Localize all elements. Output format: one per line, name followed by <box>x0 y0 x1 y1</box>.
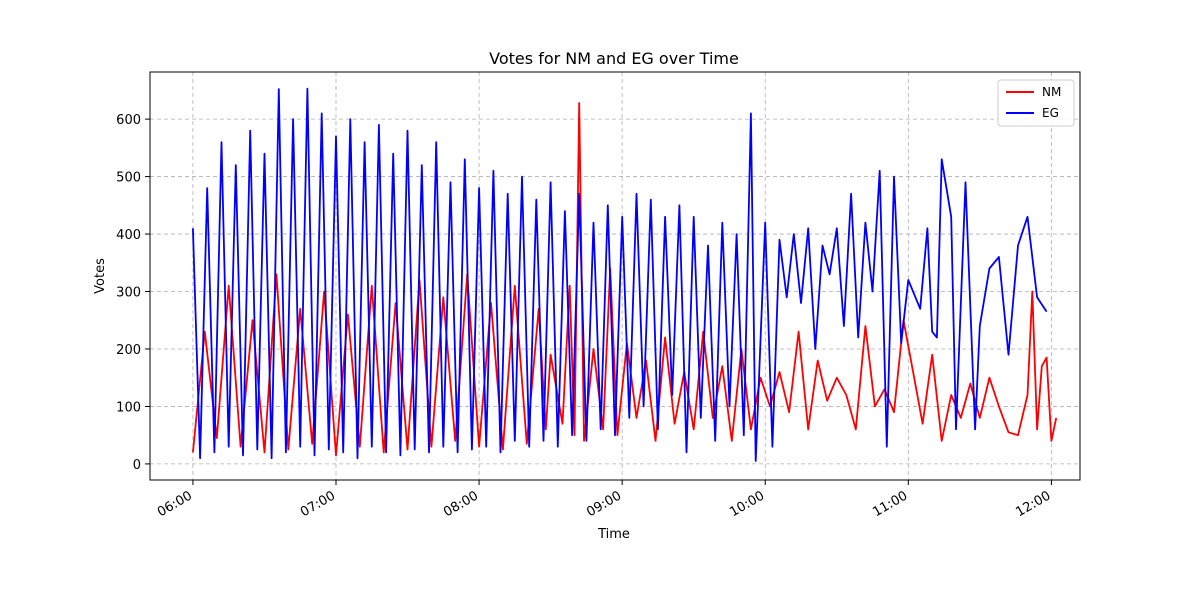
y-tick-label: 200 <box>116 343 141 358</box>
plot-frame <box>149 71 1081 481</box>
y-axis: 0 100 200 300 400 500 600 <box>116 113 150 473</box>
y-tick-label: 100 <box>116 400 141 415</box>
y-tick-label: 300 <box>116 286 141 301</box>
y-tick-label: 500 <box>116 171 141 186</box>
legend-label-nm: NM <box>1042 85 1061 99</box>
y-tick-label: 400 <box>116 228 141 243</box>
x-axis-label: Time <box>597 527 630 542</box>
chart-title: Votes for NM and EG over Time <box>489 49 739 68</box>
series-layer <box>192 87 1058 462</box>
series-line-eg <box>192 87 1048 462</box>
legend: NM EG <box>997 79 1075 127</box>
legend-label-eg: EG <box>1042 106 1059 120</box>
series-line-nm <box>192 102 1058 457</box>
y-tick-label: 0 <box>133 458 141 473</box>
legend-box <box>997 79 1075 127</box>
y-axis-label: Votes <box>93 258 108 294</box>
y-tick-label: 600 <box>116 113 141 128</box>
